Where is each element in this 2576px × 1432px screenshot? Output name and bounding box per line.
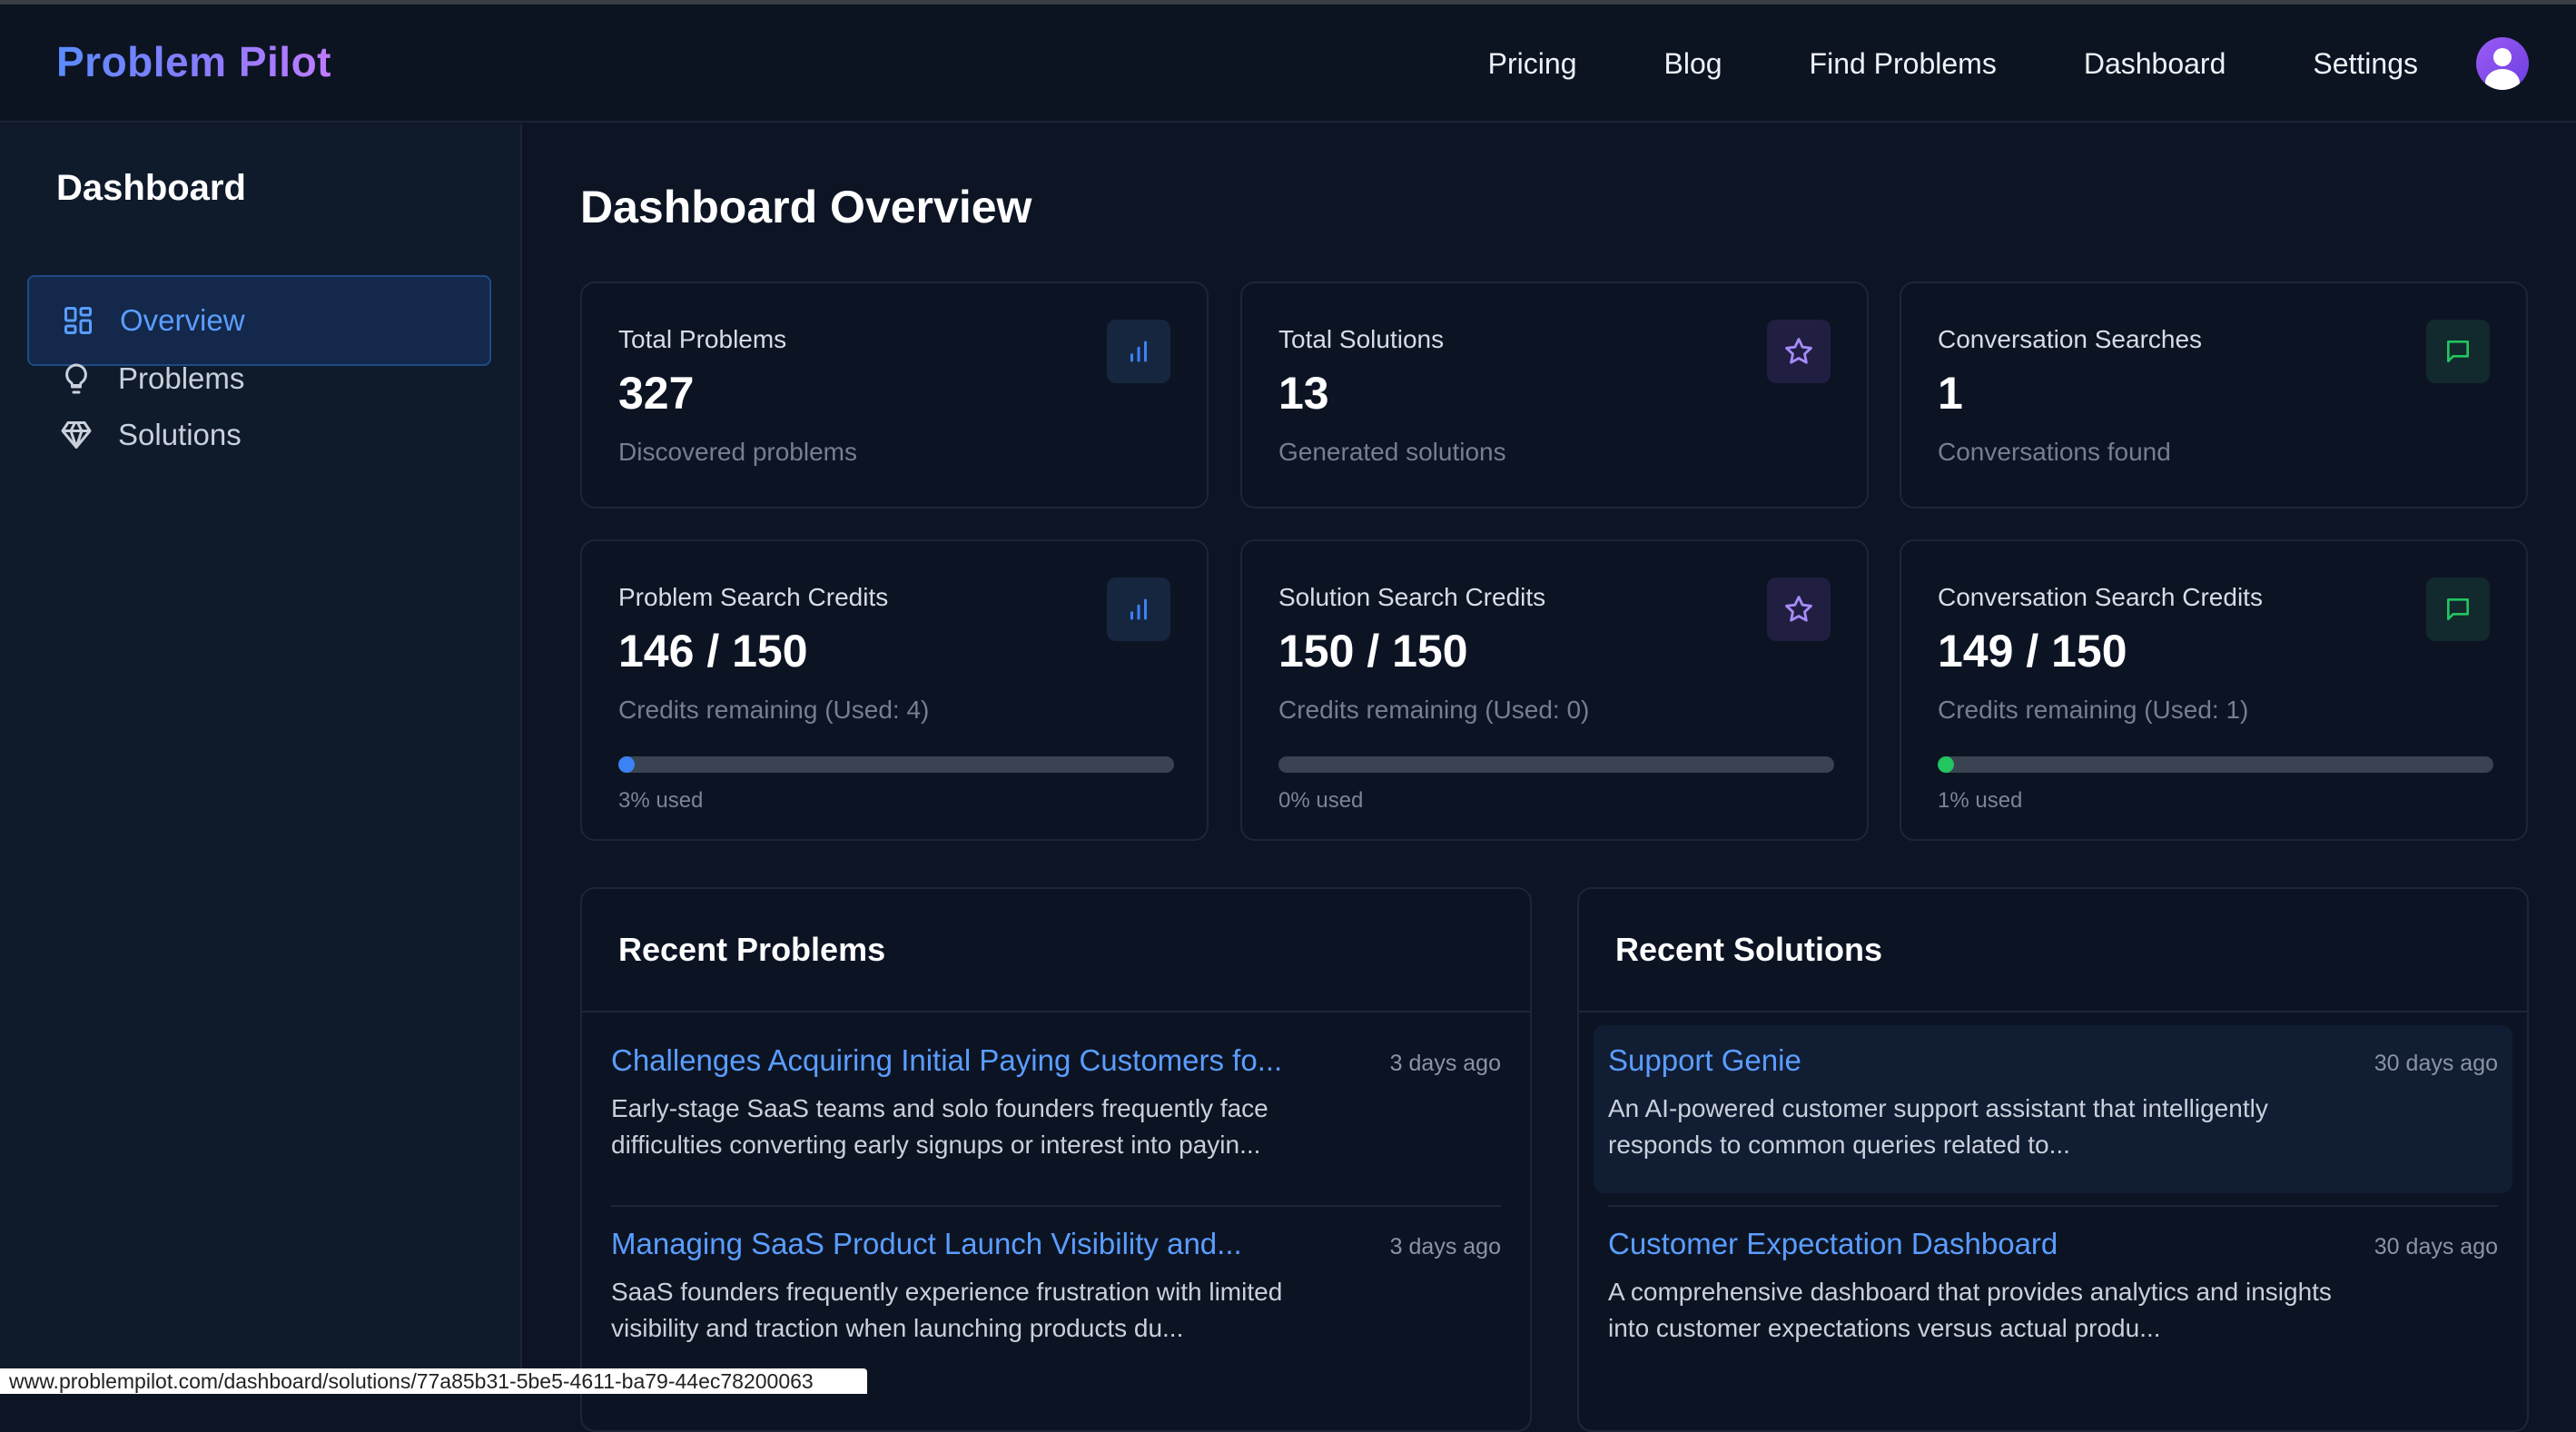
stat-label: Conversation Searches (1938, 325, 2202, 354)
user-avatar-icon[interactable] (2476, 37, 2529, 90)
problem-title-link[interactable]: Challenges Acquiring Initial Paying Cust… (611, 1043, 1282, 1078)
stat-label: Total Problems (618, 325, 786, 354)
nav-dashboard-link[interactable]: Dashboard (2084, 47, 2226, 81)
credits-subtext: Credits remaining (Used: 4) (618, 696, 929, 725)
main-nav: Pricing Blog Find Problems Dashboard Set… (1488, 5, 2576, 123)
credits-subtext: Credits remaining (Used: 0) (1278, 696, 1589, 725)
credits-card-solution-search: Solution Search Credits 150 / 150 Credit… (1240, 539, 1869, 841)
credits-used-percent: 3% used (618, 788, 703, 814)
credits-label: Conversation Search Credits (1938, 583, 2263, 612)
nav-pricing-link[interactable]: Pricing (1488, 47, 1577, 81)
star-icon (1767, 320, 1831, 383)
stat-value: 1 (1938, 367, 1963, 420)
brand-logo[interactable]: Problem Pilot (56, 37, 331, 86)
sidebar-item-label: Solutions (118, 418, 242, 452)
top-navbar: Problem Pilot Pricing Blog Find Problems… (0, 5, 2576, 123)
problem-title-link[interactable]: Managing SaaS Product Launch Visibility … (611, 1227, 1242, 1261)
link-preview-statusbar: www.problempilot.com/dashboard/solutions… (0, 1368, 867, 1394)
stat-subtext: Generated solutions (1278, 438, 1506, 467)
credits-used-percent: 0% used (1278, 788, 1363, 814)
solution-list-item[interactable]: Customer Expectation Dashboard 30 days a… (1594, 1209, 2512, 1377)
problem-description: Early-stage SaaS teams and solo founders… (611, 1091, 1337, 1163)
problem-list-item[interactable]: Challenges Acquiring Initial Paying Cust… (597, 1025, 1515, 1193)
stat-card-total-solutions: Total Solutions 13 Generated solutions (1240, 281, 1869, 509)
problem-list-item[interactable]: Managing SaaS Product Launch Visibility … (597, 1209, 1515, 1377)
problem-timestamp: 3 days ago (1390, 1051, 1501, 1077)
stat-card-conversation-searches: Conversation Searches 1 Conversations fo… (1900, 281, 2528, 509)
page-title: Dashboard Overview (580, 181, 1031, 233)
nav-find-problems-link[interactable]: Find Problems (1810, 47, 1997, 81)
recent-solutions-panel: Recent Solutions Support Genie 30 days a… (1577, 887, 2529, 1432)
sidebar-item-solutions[interactable]: Solutions (27, 390, 491, 480)
bar-chart-icon (1107, 320, 1170, 383)
bar-chart-icon (1107, 578, 1170, 641)
problem-description: SaaS founders frequently experience frus… (611, 1274, 1337, 1347)
problem-timestamp: 3 days ago (1390, 1234, 1501, 1260)
nav-settings-link[interactable]: Settings (2313, 47, 2418, 81)
list-divider (1608, 1205, 2498, 1207)
credits-progress-fill (618, 756, 635, 773)
recent-problems-title: Recent Problems (582, 889, 1530, 1012)
credits-progress-bar (618, 756, 1174, 773)
solution-title-link[interactable]: Support Genie (1608, 1043, 1801, 1078)
credits-progress-bar (1278, 756, 1834, 773)
solution-title-link[interactable]: Customer Expectation Dashboard (1608, 1227, 2058, 1261)
sidebar: Dashboard Overview Problems Solutions (0, 124, 522, 1394)
star-icon (1767, 578, 1831, 641)
credits-value: 149 / 150 (1938, 625, 2127, 677)
credits-used-percent: 1% used (1938, 788, 2022, 814)
solution-list-item[interactable]: Support Genie 30 days ago An AI-powered … (1594, 1025, 2512, 1193)
recent-problems-panel: Recent Problems Challenges Acquiring Ini… (580, 887, 1532, 1432)
solution-timestamp: 30 days ago (2374, 1051, 2498, 1077)
recent-solutions-title: Recent Solutions (1579, 889, 2527, 1012)
main-content: Dashboard Overview Total Problems 327 Di… (524, 124, 2576, 1394)
credits-label: Problem Search Credits (618, 583, 888, 612)
credits-value: 150 / 150 (1278, 625, 1468, 677)
credits-label: Solution Search Credits (1278, 583, 1545, 612)
solution-description: An AI-powered customer support assistant… (1608, 1091, 2334, 1163)
credits-card-conversation-search: Conversation Search Credits 149 / 150 Cr… (1900, 539, 2528, 841)
credits-progress-bar (1938, 756, 2493, 773)
list-divider (611, 1205, 1501, 1207)
message-icon (2426, 320, 2490, 383)
message-icon (2426, 578, 2490, 641)
credits-progress-fill (1938, 756, 1954, 773)
nav-blog-link[interactable]: Blog (1663, 47, 1722, 81)
solution-description: A comprehensive dashboard that provides … (1608, 1274, 2334, 1347)
stat-value: 327 (618, 367, 694, 420)
stat-value: 13 (1278, 367, 1329, 420)
gem-icon (58, 417, 94, 453)
credits-subtext: Credits remaining (Used: 1) (1938, 696, 2248, 725)
stat-subtext: Discovered problems (618, 438, 857, 467)
credits-value: 146 / 150 (618, 625, 808, 677)
stat-card-total-problems: Total Problems 327 Discovered problems (580, 281, 1209, 509)
credits-card-problem-search: Problem Search Credits 146 / 150 Credits… (580, 539, 1209, 841)
stat-label: Total Solutions (1278, 325, 1444, 354)
stat-subtext: Conversations found (1938, 438, 2171, 467)
sidebar-title: Dashboard (56, 168, 246, 209)
solution-timestamp: 30 days ago (2374, 1234, 2498, 1260)
